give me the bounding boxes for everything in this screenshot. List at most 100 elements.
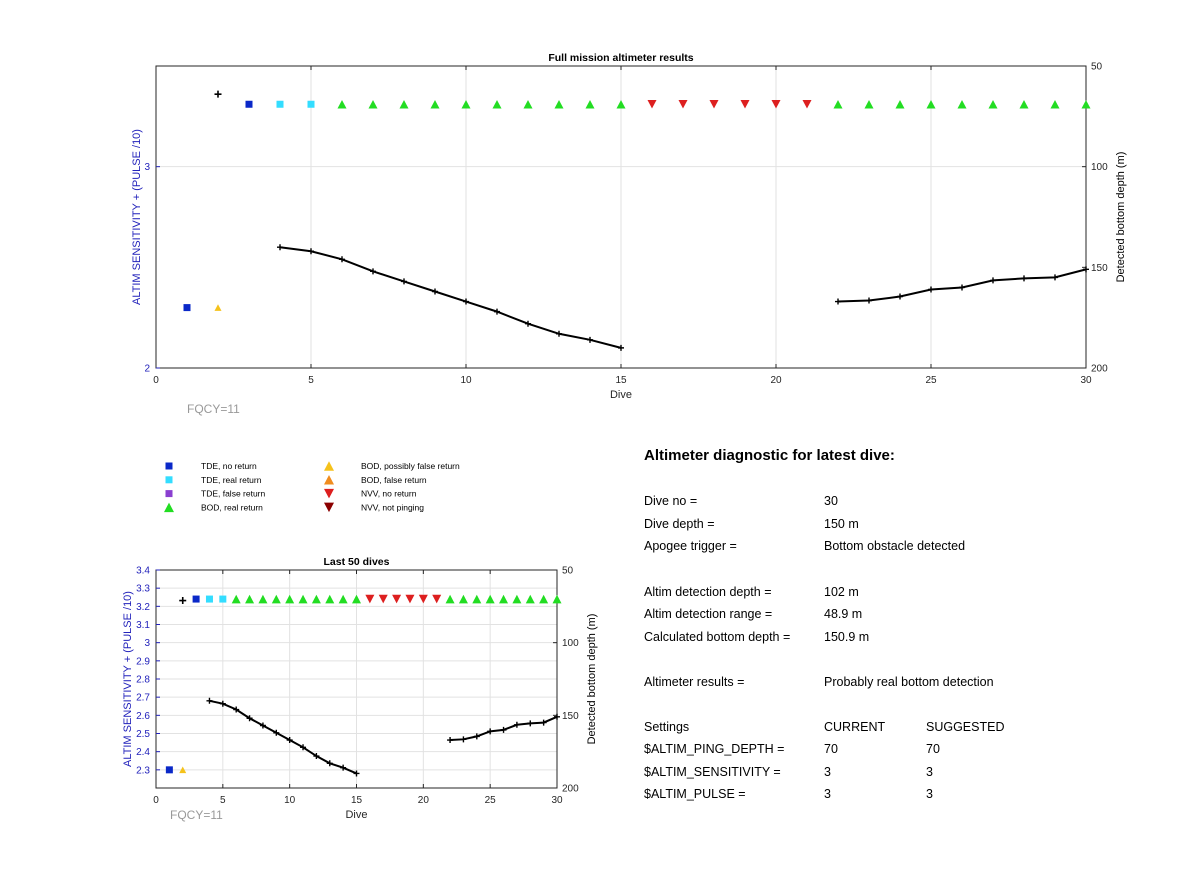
bottom-depth-point	[286, 737, 293, 744]
diagnostic-label: Calculated bottom depth =	[644, 630, 791, 644]
ping-marker-nvv-no-return	[771, 99, 781, 109]
legend-label: NVV, no return	[361, 489, 417, 499]
x-tick-label: 30	[551, 795, 563, 806]
ping-marker-tde-real-return	[276, 100, 284, 108]
bottom-depth-point	[897, 293, 903, 300]
setting-suggested-value: 3	[926, 765, 933, 779]
fqcy-label: FQCY=11	[170, 808, 223, 822]
x-tick-label: 15	[351, 795, 363, 806]
ping-marker-bod-real-return	[499, 594, 509, 604]
ping-marker-bod-real-return	[539, 594, 549, 604]
bottom-depth-point	[618, 344, 624, 351]
legend-marker-tde-real-return	[165, 476, 173, 484]
ping-marker-tde-real-return	[205, 595, 213, 603]
chart-title: Full mission altimeter results	[548, 52, 693, 64]
bottom-depth-point	[233, 706, 240, 713]
setting-name: $ALTIM_SENSITIVITY =	[644, 765, 781, 779]
bottom-depth-point	[277, 244, 283, 251]
right-y-tick-label: 150	[562, 711, 579, 722]
x-tick-label: 5	[220, 795, 226, 806]
ping-marker-nvv-no-return	[647, 99, 657, 109]
bottom-depth-point	[866, 297, 872, 304]
ping-marker-bod-real-return	[258, 594, 268, 604]
ping-marker-bod-real-return	[1081, 99, 1091, 109]
x-tick-label: 0	[153, 375, 159, 386]
bottom-depth-point	[487, 728, 494, 735]
bottom-depth-point	[432, 288, 438, 295]
bottom-depth-point	[1052, 274, 1058, 281]
bottom-depth-point	[246, 715, 253, 722]
diagnostic-label: Altim detection range =	[644, 607, 773, 621]
x-tick-label: 0	[153, 795, 159, 806]
right-y-tick-label: 150	[1091, 263, 1108, 274]
bottom-depth-point	[513, 721, 520, 728]
ping-marker-bod-real-return	[585, 99, 595, 109]
ping-marker-bod-real-return	[512, 594, 522, 604]
bottom-depth-point	[447, 737, 454, 744]
right-y-tick-label: 50	[1091, 62, 1103, 73]
x-axis-label: Dive	[345, 809, 367, 821]
left-y-tick-label: 2.8	[136, 675, 150, 686]
diagnostic-value: 102 m	[824, 585, 859, 599]
setting-name: $ALTIM_PING_DEPTH =	[644, 742, 785, 756]
bottom-depth-point	[500, 726, 507, 733]
ping-marker-tde-real-return	[307, 100, 315, 108]
left-y-tick-label: 3.4	[136, 566, 150, 577]
bottom-depth-point	[473, 733, 480, 740]
left-y-tick-label: 3	[144, 162, 150, 173]
ping-marker-bod-real-return	[988, 99, 998, 109]
diagnostic-label: Altimeter results =	[644, 675, 745, 689]
ping-marker-bod-real-return	[337, 99, 347, 109]
bottom-depth-point	[259, 722, 266, 729]
diagnostic-value: 48.9 m	[824, 607, 863, 621]
ping-marker-nvv-no-return	[709, 99, 719, 109]
left-y-tick-label: 3.3	[136, 584, 150, 595]
setting-current-value: 3	[824, 787, 831, 801]
left-y-tick-label: 2.3	[136, 765, 150, 776]
bottom-depth-point	[494, 308, 500, 315]
bottom-depth-point	[554, 713, 560, 720]
ping-marker-bod-real-return	[430, 99, 440, 109]
ping-marker-nvv-no-return	[392, 594, 402, 604]
ping-marker-bod-real-return	[926, 99, 936, 109]
bottom-depth-point	[273, 729, 280, 736]
x-tick-label: 20	[418, 795, 430, 806]
bottom-depth-point	[300, 744, 307, 751]
left-y-tick-label: 2.6	[136, 711, 150, 722]
ping-marker-bod-real-return	[231, 594, 241, 604]
ping-marker-bod-real-return	[492, 99, 502, 109]
bottom-depth-line	[209, 699, 357, 775]
settings-header-suggested: SUGGESTED	[926, 720, 1005, 734]
chart-title: Last 50 dives	[324, 556, 390, 568]
x-tick-label: 10	[460, 375, 472, 386]
left-y-tick-label: 2	[144, 364, 150, 375]
ping-marker-bod-real-return	[445, 594, 455, 604]
left-y-tick-label: 2.9	[136, 656, 150, 667]
diagnostic-value: 30	[824, 494, 838, 508]
last-50-dives-chart: 0 5 10 15 20 25 30 2.3 2.4 2.5 2.6 2.7 2.8 2.9 3 3.1 3.2…	[122, 556, 598, 822]
setting-current-value: 70	[824, 742, 838, 756]
setting-name: $ALTIM_PULSE =	[644, 787, 746, 801]
bottom-depth-point	[206, 697, 213, 704]
ping-marker-bod-real-return	[271, 594, 281, 604]
bottom-depth-point	[556, 330, 562, 337]
diagnostic-value: Probably real bottom detection	[824, 675, 994, 689]
legend-marker-nvv-not-pinging	[324, 502, 334, 513]
ping-marker-nvv-no-return	[365, 594, 375, 604]
ping-marker-bod-real-return	[458, 594, 468, 604]
settings-point-tde-no-return	[165, 766, 173, 774]
bottom-depth-point	[219, 700, 226, 707]
ping-marker-bod-real-return	[616, 99, 626, 109]
ping-marker-nvv-no-return	[405, 594, 415, 604]
ping-marker-nvv-no-return	[418, 594, 428, 604]
fqcy-label: FQCY=11	[187, 402, 240, 416]
ping-marker-bod-real-return	[523, 99, 533, 109]
legend-marker-bod-possibly-false-return	[324, 461, 334, 471]
setting-suggested-value: 70	[926, 742, 940, 756]
setting-suggested-value: 3	[926, 787, 933, 801]
ping-marker-bod-real-return	[325, 594, 335, 604]
settings-point-bod-possibly-false-return	[214, 304, 222, 311]
left-y-tick-label: 3.2	[136, 602, 150, 613]
bottom-depth-point	[339, 256, 345, 263]
